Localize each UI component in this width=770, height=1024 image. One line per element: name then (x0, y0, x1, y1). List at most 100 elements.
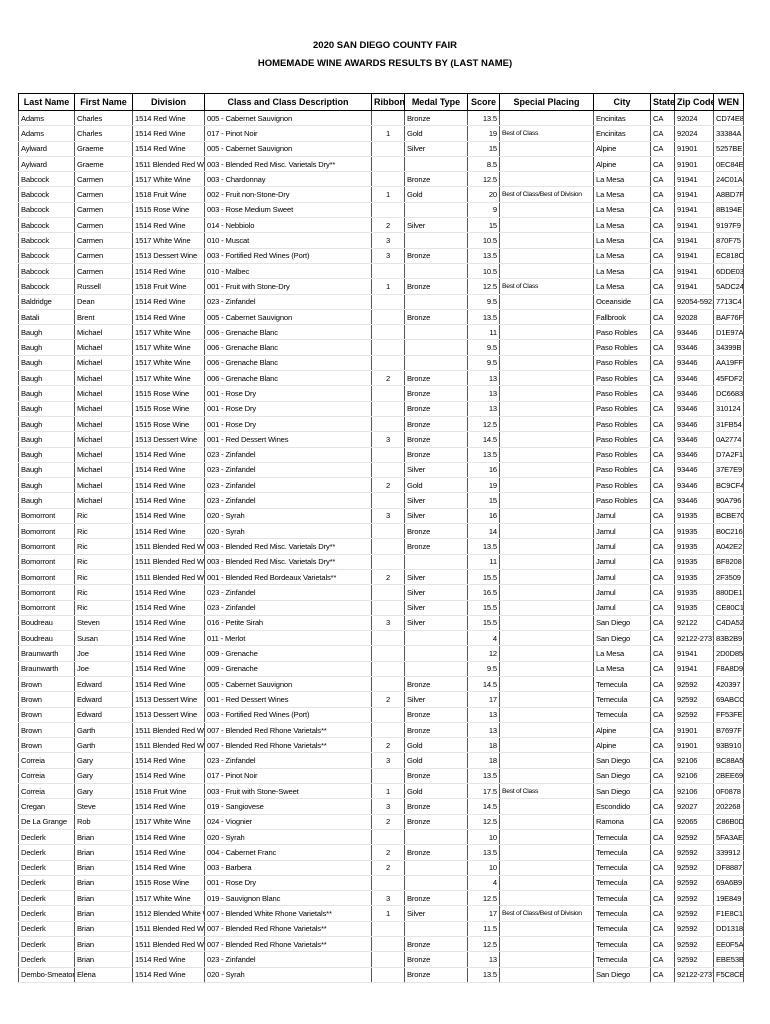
table-cell: Bronze (404, 538, 468, 555)
table-cell: 15.5 (467, 615, 500, 632)
table-cell: Michael (74, 401, 133, 417)
table-cell: 6DDE03 (713, 263, 744, 280)
table-cell: Aylward (18, 156, 75, 173)
table-cell: San Diego (593, 967, 651, 983)
table-cell: Baugh (18, 370, 75, 387)
table-cell: 007 - Blended Red Rhone Varietals** (204, 722, 372, 739)
table-cell: Paso Robles (593, 416, 651, 433)
table-cell (404, 645, 468, 662)
table-cell: CA (650, 538, 675, 555)
results-table: Last Name First Name Division Class and Cla… (18, 93, 744, 983)
table-row: Declerk Brian 1514 Red Wine 004 - Cabernet … (18, 844, 744, 861)
table-cell: 91935 (674, 600, 714, 616)
table-cell (499, 309, 594, 326)
table-cell: 1514 Red Wine (132, 798, 205, 815)
table-cell: Bronze (404, 890, 468, 907)
table-cell: Silver (404, 615, 468, 632)
table-cell: 13 (467, 385, 500, 402)
table-cell: 1512 Blended White Wine (132, 905, 205, 922)
table-row: Bomorront Ric 1514 Red Wine 023 - Zinfandel… (18, 600, 744, 616)
table-cell: Babcock (18, 232, 75, 249)
table-cell: Correia (18, 783, 75, 800)
table-cell: Carmen (74, 171, 133, 188)
table-cell: 15.5 (467, 600, 500, 616)
table-cell: 019 - Sauvignon Blanc (204, 890, 372, 907)
table-row: Adams Charles 1514 Red Wine 017 - Pinot Noi… (18, 125, 744, 142)
table-row: Baugh Michael 1515 Rose Wine 001 - Rose Dry… (18, 416, 744, 433)
table-cell: 24C01A (713, 171, 744, 188)
table-cell: 1514 Red Wine (132, 447, 205, 463)
table-cell (499, 921, 594, 938)
table-cell: Temecula (593, 860, 651, 876)
table-cell: Bronze (404, 385, 468, 402)
table-cell: Escondido (593, 798, 651, 815)
table-cell: CA (650, 202, 675, 219)
table-cell: CA (650, 447, 675, 463)
table-cell: 1518 Fruit Wine (132, 186, 205, 203)
table-cell: Susan (74, 630, 133, 647)
table-cell: Michael (74, 324, 133, 341)
table-cell: Charles (74, 125, 133, 142)
table-cell (499, 462, 594, 479)
table-cell (404, 875, 468, 892)
table-cell: 14.5 (467, 798, 500, 815)
table-cell: Garth (74, 722, 133, 739)
table-cell: Brian (74, 921, 133, 938)
table-cell: 92592 (674, 676, 714, 693)
table-cell: Silver (404, 584, 468, 601)
table-cell: 1514 Red Wine (132, 584, 205, 601)
table-row: Baugh Michael 1514 Red Wine 023 - Zinfandel… (18, 492, 744, 509)
table-cell: Bronze (404, 248, 468, 264)
table-cell: 13.5 (467, 768, 500, 785)
table-cell: 92592 (674, 844, 714, 861)
table-cell: Ric (74, 508, 133, 525)
table-cell: 2 (371, 477, 405, 494)
table-cell: Paso Robles (593, 339, 651, 356)
table-cell: CA (650, 309, 675, 326)
table-cell: 8B194E (713, 202, 744, 219)
table-cell: 3 (371, 232, 405, 249)
table-cell: B7697F (713, 722, 744, 739)
table-cell: 2D0D85 (713, 645, 744, 662)
table-cell (371, 141, 405, 157)
table-cell: 91941 (674, 171, 714, 188)
table-cell: Brent (74, 309, 133, 326)
table-cell: 45FDF2 (713, 370, 744, 387)
table-cell: Bronze (404, 401, 468, 417)
table-cell (371, 324, 405, 341)
table-cell: EC818C (713, 248, 744, 264)
table-cell: 023 - Zinfandel (204, 600, 372, 616)
table-cell: 14.5 (467, 676, 500, 693)
table-cell: 11 (467, 554, 500, 570)
table-cell: Brian (74, 875, 133, 892)
table-cell (499, 339, 594, 356)
table-cell (404, 324, 468, 341)
table-body: Adams Charles 1514 Red Wine 005 - Cabernet … (18, 110, 744, 983)
table-row: Correia Gary 1518 Fruit Wine 003 - Fruit wi… (18, 783, 744, 800)
table-cell: Michael (74, 385, 133, 402)
table-cell: 92592 (674, 921, 714, 938)
table-cell: CA (650, 171, 675, 188)
table-cell: CA (650, 186, 675, 203)
table-cell: 14.5 (467, 431, 500, 448)
table-cell: CA (650, 814, 675, 830)
table-cell (371, 202, 405, 219)
table-cell: 1514 Red Wine (132, 309, 205, 326)
table-cell (371, 538, 405, 555)
table-cell (499, 814, 594, 830)
table-cell (499, 645, 594, 662)
table-cell (404, 829, 468, 846)
table-cell: Jamul (593, 584, 651, 601)
table-cell: 92122 (674, 615, 714, 632)
table-cell: 10.5 (467, 263, 500, 280)
column-header: Class and Class Description (204, 93, 372, 111)
table-cell: 1514 Red Wine (132, 752, 205, 769)
table-cell: 90A796 (713, 492, 744, 509)
table-cell: 003 - Blended Red Misc. Varietals Dry** (204, 156, 372, 173)
table-cell: 12.5 (467, 936, 500, 953)
table-cell: San Diego (593, 615, 651, 632)
table-cell: 2 (371, 844, 405, 861)
table-cell: CA (650, 737, 675, 754)
column-header: WEN (713, 93, 744, 111)
